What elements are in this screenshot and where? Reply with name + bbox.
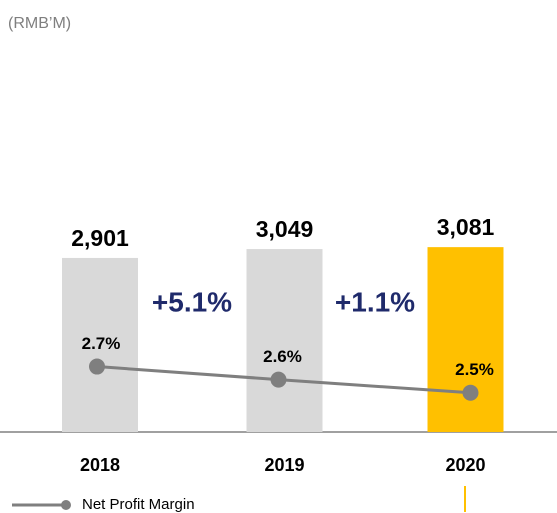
line-point	[462, 384, 479, 401]
bar-value-label: 3,049	[256, 216, 314, 242]
line-value-label: 2.6%	[263, 347, 302, 366]
growth-annotation: +5.1%	[152, 286, 232, 317]
bar	[62, 257, 138, 432]
bar	[427, 247, 504, 432]
bar	[246, 249, 323, 432]
bar-value-label: 3,081	[437, 214, 495, 240]
line-point	[270, 371, 287, 388]
line-value-label: 2.5%	[455, 360, 494, 379]
x-tick-label: 2019	[264, 455, 304, 475]
unit-label: (RMB’M)	[8, 15, 71, 32]
bar-value-label: 2,901	[71, 225, 129, 251]
line-point	[89, 358, 105, 375]
x-tick-label: 2018	[80, 455, 120, 475]
x-tick-label: 2020	[445, 455, 485, 475]
line-value-label: 2.7%	[82, 334, 121, 353]
legend-marker	[61, 500, 71, 510]
growth-annotation: +1.1%	[335, 286, 415, 317]
legend-label: Net Profit Margin	[82, 496, 195, 513]
